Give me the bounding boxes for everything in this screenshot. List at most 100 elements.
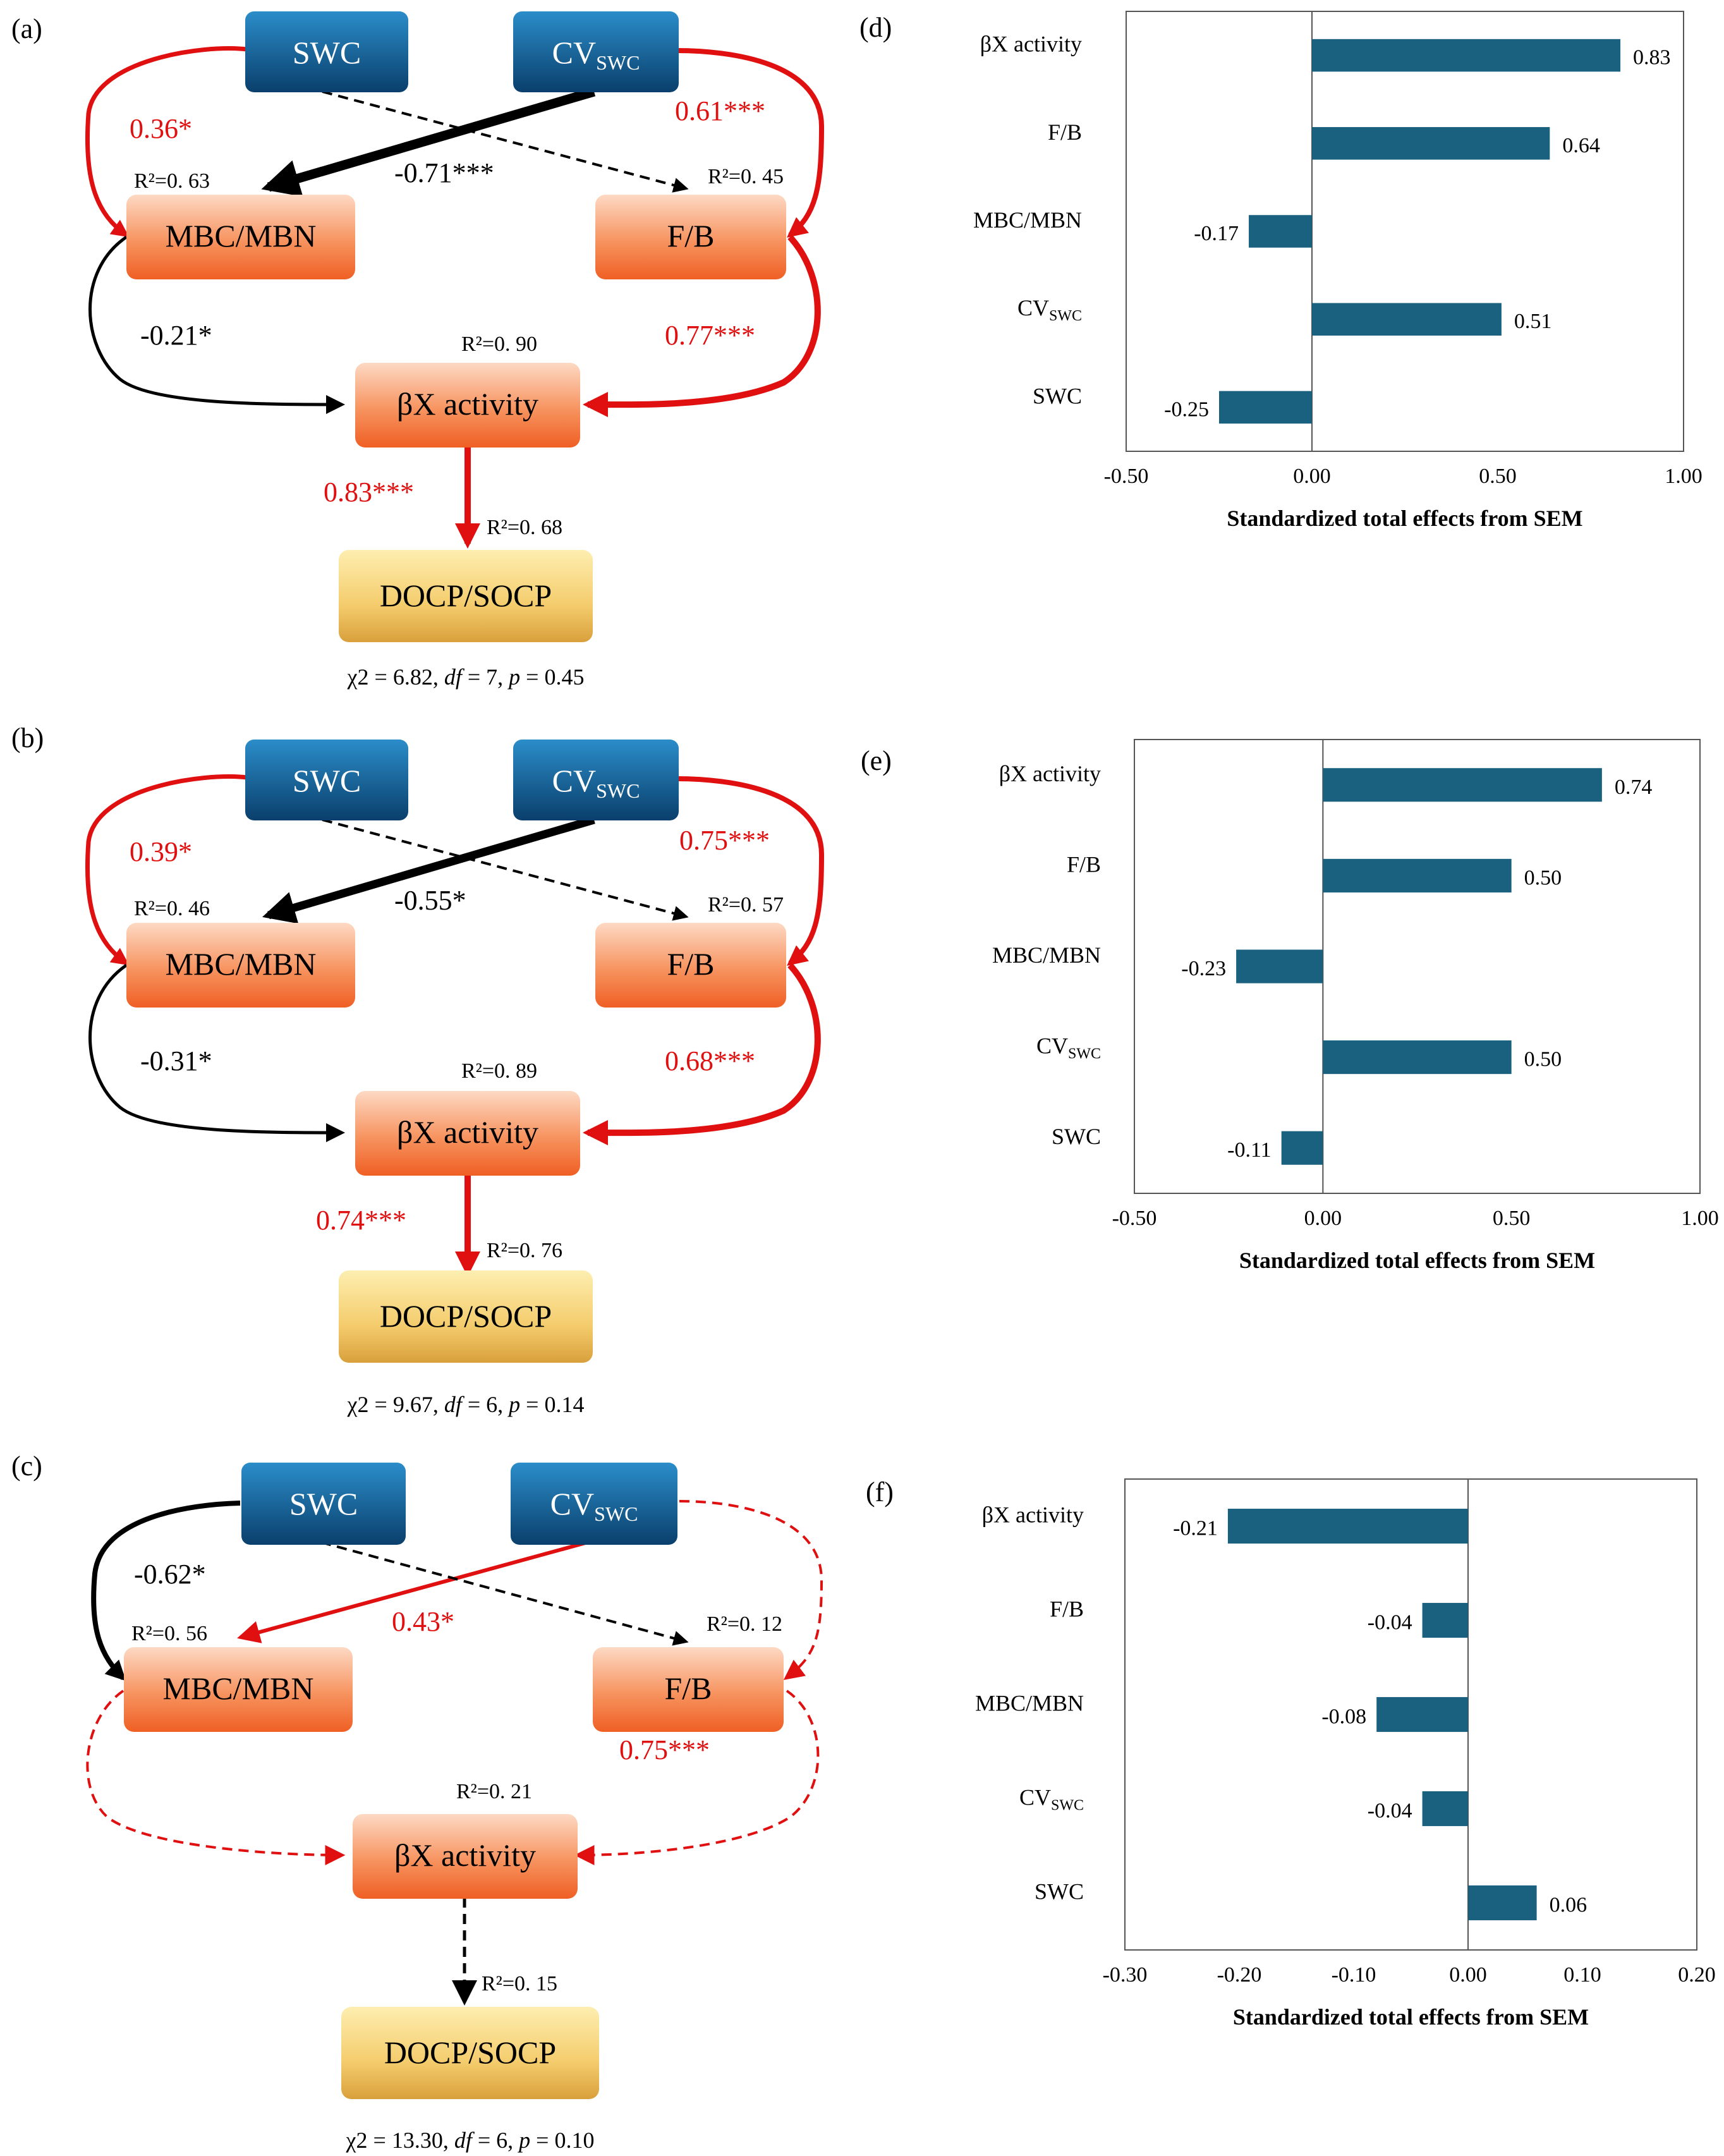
plot-frame: [1126, 11, 1684, 452]
x-tick-label: 0.00: [1293, 465, 1331, 488]
bar-value-label: 0.74: [1615, 776, 1653, 799]
r2-mbc-c: R²=0. 56: [131, 1622, 207, 1645]
coef-cv-mbc-a: -0.71***: [394, 157, 494, 188]
panel-label-f: (f): [866, 1477, 894, 1507]
node-docp-c: [341, 2007, 599, 2099]
coef-mbc-bx-b: -0.31*: [140, 1045, 212, 1076]
bar: [1312, 127, 1550, 160]
x-axis-title: Standardized total effects from SEM: [1227, 506, 1582, 531]
node-swc-a-label: SWC: [293, 35, 361, 70]
bar: [1249, 215, 1312, 248]
node-cvswc-b-label: CVSWC: [552, 763, 640, 802]
node-mbc-b-label: MBC/MBN: [166, 946, 317, 982]
bar: [1323, 1040, 1512, 1075]
node-docp-b: [339, 1270, 593, 1363]
fit-stats-c: χ2 = 13.30, df = 6, p = 0.10: [346, 2128, 595, 2153]
coef-swc-mbc-a: 0.36*: [130, 113, 192, 144]
node-mbc-a: [126, 195, 355, 279]
node-bx-c-label: βX activity: [394, 1837, 536, 1873]
coef-fb-bx-b: 0.68***: [665, 1045, 755, 1076]
x-tick-label: -0.50: [1104, 465, 1149, 488]
coef-bx-docp-b: 0.74***: [316, 1205, 406, 1236]
edge-cv-mbc-c: [237, 1540, 588, 1643]
x-tick-label: 0.20: [1678, 1963, 1716, 1987]
node-bx-b-label: βX activity: [397, 1114, 538, 1150]
node-cvswc-c: [511, 1463, 677, 1545]
bar: [1323, 858, 1512, 892]
coef-cv-fb-b: 0.75***: [679, 825, 770, 856]
x-axis-title: Standardized total effects from SEM: [1239, 1248, 1595, 1273]
fit-stats-b: χ2 = 9.67, df = 6, p = 0.14: [347, 1392, 585, 1417]
x-axis-title: Standardized total effects from SEM: [1233, 2004, 1589, 2030]
r2-mbc-b: R²=0. 46: [134, 897, 210, 920]
plot-frame: [1134, 739, 1701, 1194]
bar-value-label: -0.21: [1173, 1517, 1218, 1540]
bar: [1312, 39, 1621, 72]
bar: [1236, 949, 1323, 984]
category-label: MBC/MBN: [975, 1691, 1084, 1716]
sem-panel-c: (c) SWC CVSWC MBC/MBN F/B βX activity DO…: [11, 1451, 823, 2153]
panel-label-d: (d): [859, 12, 892, 43]
bar-value-label: -0.23: [1181, 957, 1226, 980]
node-docp-b-label: DOCP/SOCP: [380, 1298, 552, 1334]
bar: [1219, 391, 1312, 424]
bar-value-label: 0.51: [1514, 310, 1552, 333]
bar: [1323, 768, 1602, 802]
node-cvswc-a: [513, 11, 679, 92]
category-label: CVSWC: [1019, 1785, 1084, 1814]
bar: [1468, 1885, 1537, 1921]
edge-cv-mbc-a: [261, 87, 596, 197]
bar-value-label: -0.08: [1321, 1705, 1366, 1729]
node-fb-c: [593, 1647, 784, 1732]
edge-cv-fb-dashed-c: [679, 1500, 823, 1680]
bar-value-label: 0.64: [1562, 134, 1600, 157]
coef-swc-mbc-c: -0.62*: [134, 1559, 206, 1590]
bar-value-label: -0.11: [1227, 1138, 1272, 1162]
node-cvswc-c-label: CVSWC: [550, 1486, 638, 1525]
edge-cv-fb-a: [676, 48, 825, 238]
node-cvswc-a-label: CVSWC: [552, 35, 640, 74]
edge-mbc-bx-dashed-c: [86, 1690, 346, 1865]
x-tick-label: -0.10: [1332, 1963, 1376, 1987]
r2-bx-a: R²=0. 90: [461, 332, 537, 356]
x-tick-label: -0.20: [1217, 1963, 1262, 1987]
edge-swc-fb-dashed-b: [322, 819, 689, 921]
node-docp-c-label: DOCP/SOCP: [384, 2035, 556, 2070]
r2-docp-c: R²=0. 15: [482, 1972, 557, 1995]
r2-docp-a: R²=0. 68: [487, 516, 562, 539]
category-label: CVSWC: [1017, 295, 1082, 324]
panel-label-a: (a): [11, 13, 42, 44]
r2-bx-c: R²=0. 21: [456, 1780, 532, 1803]
edge-swc-fb-dashed-c: [320, 1541, 689, 1646]
coef-cv-mbc-c: 0.43*: [392, 1606, 454, 1637]
edge-mbc-bx-b: [88, 963, 345, 1142]
x-tick-label: 0.00: [1304, 1207, 1342, 1230]
node-mbc-b: [126, 923, 355, 1008]
node-mbc-c-label: MBC/MBN: [163, 1671, 314, 1706]
category-label: CVSWC: [1036, 1033, 1101, 1063]
bar: [1281, 1131, 1323, 1165]
x-tick-label: 1.00: [1681, 1207, 1719, 1230]
node-cvswc-b: [513, 740, 679, 820]
coef-mbc-bx-a: -0.21*: [140, 320, 212, 351]
x-tick-label: -0.50: [1112, 1207, 1157, 1230]
edge-mbc-bx-a: [88, 235, 345, 414]
node-bx-a: [355, 363, 580, 448]
category-label: MBC/MBN: [973, 207, 1082, 233]
node-bx-c: [353, 1814, 578, 1899]
bar-chart-d: (d) 0.83 βX activity 0.64 F/B -0.17 MBC/MBN 0.5…: [859, 11, 1703, 531]
edge-swc-mbc-a: [85, 46, 247, 238]
edge-fb-bx-b: [583, 963, 821, 1146]
bar-value-label: -0.04: [1368, 1800, 1412, 1823]
node-fb-a: [595, 195, 786, 279]
node-swc-c: [241, 1463, 406, 1545]
bar-value-label: 0.50: [1524, 866, 1562, 889]
node-bx-b: [355, 1091, 580, 1176]
category-label: βX activity: [980, 32, 1082, 57]
x-tick-label: 1.00: [1665, 465, 1703, 488]
x-tick-label: 0.00: [1449, 1963, 1487, 1987]
edge-swc-mbc-c: [91, 1501, 241, 1681]
r2-bx-b: R²=0. 89: [461, 1059, 537, 1083]
bar-chart-f: (f) -0.21 βX activity -0.04 F/B -0.08 MBC/MBN -…: [866, 1477, 1716, 2030]
node-swc-b-label: SWC: [293, 763, 361, 798]
